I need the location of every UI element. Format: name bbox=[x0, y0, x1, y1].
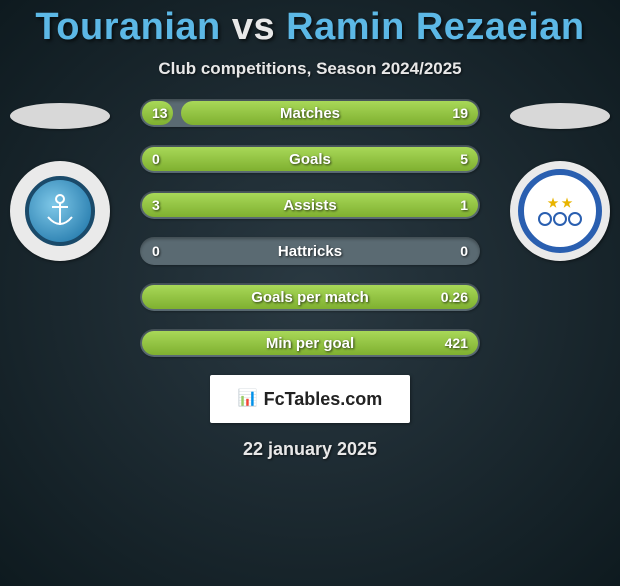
stat-label: Min per goal bbox=[140, 329, 480, 357]
stat-label: Hattricks bbox=[140, 237, 480, 265]
source-text: FcTables.com bbox=[264, 389, 383, 410]
player1-name: Touranian bbox=[35, 6, 220, 48]
player2-club-crest: ★ ★ bbox=[518, 169, 602, 253]
stat-bar: Min per goal421 bbox=[140, 329, 480, 357]
stat-value-right: 1 bbox=[460, 191, 468, 219]
stat-label: Goals per match bbox=[140, 283, 480, 311]
stat-label: Assists bbox=[140, 191, 480, 219]
stat-bars: Matches1319Goals05Assists31Hattricks00Go… bbox=[140, 99, 480, 357]
stat-bar: Goals0 5 bbox=[140, 145, 480, 173]
stat-bar: Matches13 19 bbox=[140, 99, 480, 127]
stat-label: Matches bbox=[140, 99, 480, 127]
source-badge: 📊 FcTables.com bbox=[210, 375, 410, 423]
stars-icon: ★ ★ bbox=[548, 196, 573, 210]
stat-value-left: 13 bbox=[152, 99, 168, 127]
player1-club-crest bbox=[25, 176, 95, 246]
stat-bar: Assists3 1 bbox=[140, 191, 480, 219]
vs-text: vs bbox=[232, 6, 275, 48]
player1-column bbox=[0, 99, 120, 261]
player1-club-logo bbox=[10, 161, 110, 261]
stat-label: Goals bbox=[140, 145, 480, 173]
stat-bar: Goals per match0.26 bbox=[140, 283, 480, 311]
stat-value-right: 5 bbox=[460, 145, 468, 173]
player2-column: ★ ★ bbox=[500, 99, 620, 261]
stat-value-right: 0.26 bbox=[441, 283, 468, 311]
player2-photo-placeholder bbox=[510, 103, 610, 129]
stat-value-right: 19 bbox=[452, 99, 468, 127]
player2-club-logo: ★ ★ bbox=[510, 161, 610, 261]
rings-icon bbox=[538, 212, 582, 226]
stat-value-right: 0 bbox=[460, 237, 468, 265]
player2-name: Ramin Rezaeian bbox=[286, 6, 584, 48]
page-title: Touranian vs Ramin Rezaeian bbox=[0, 6, 620, 49]
player1-photo-placeholder bbox=[10, 103, 110, 129]
date-text: 22 january 2025 bbox=[0, 439, 620, 460]
stat-value-left: 0 bbox=[152, 237, 160, 265]
anchor-icon bbox=[40, 191, 80, 231]
stat-value-right: 421 bbox=[445, 329, 468, 357]
stat-bar: Hattricks0 0 bbox=[140, 237, 480, 265]
chart-icon: 📊 bbox=[238, 388, 258, 408]
subtitle-text: Club competitions, Season 2024/2025 bbox=[0, 59, 620, 79]
stat-value-left: 0 bbox=[152, 145, 160, 173]
comparison-chart: ★ ★ Matches1319Goals05Assists31Hattricks… bbox=[0, 99, 620, 357]
stat-value-left: 3 bbox=[152, 191, 160, 219]
